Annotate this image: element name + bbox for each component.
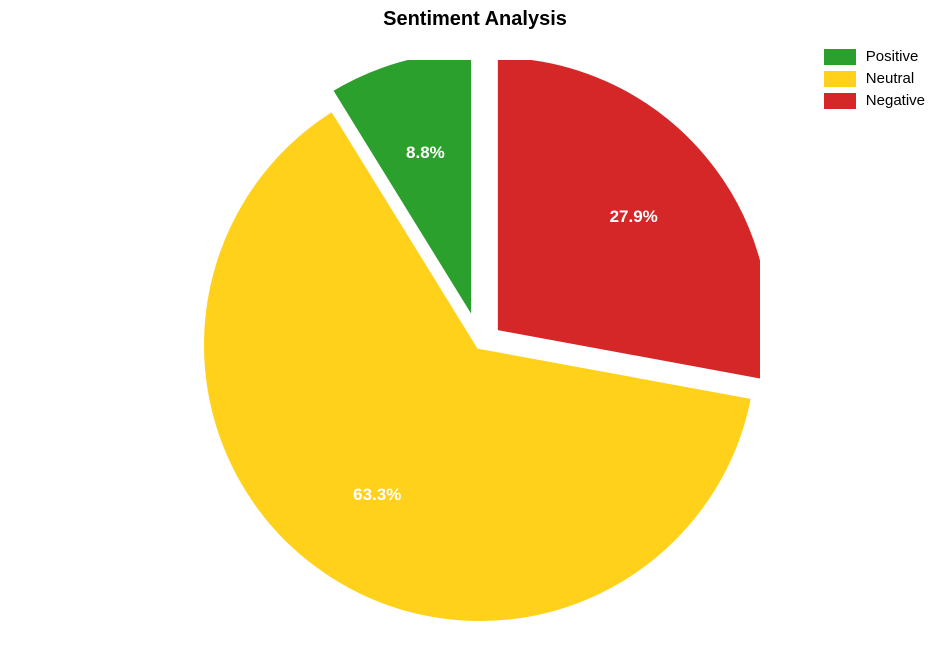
legend-swatch-negative [824, 93, 856, 109]
legend-item-negative: Negative [824, 92, 925, 109]
legend-swatch-positive [824, 49, 856, 65]
legend-label-positive: Positive [866, 48, 919, 65]
legend-swatch-neutral [824, 71, 856, 87]
slice-label-positive: 8.8% [406, 143, 445, 163]
legend-label-negative: Negative [866, 92, 925, 109]
slice-label-neutral: 63.3% [353, 485, 401, 505]
legend-item-neutral: Neutral [824, 70, 925, 87]
sentiment-pie-chart: Sentiment Analysis Positive Neutral Nega… [0, 0, 950, 662]
slice-label-negative: 27.9% [610, 207, 658, 227]
chart-title: Sentiment Analysis [0, 8, 950, 31]
legend-item-positive: Positive [824, 48, 925, 65]
chart-legend: Positive Neutral Negative [824, 48, 925, 114]
legend-label-neutral: Neutral [866, 70, 914, 87]
pie-svg [200, 60, 760, 640]
